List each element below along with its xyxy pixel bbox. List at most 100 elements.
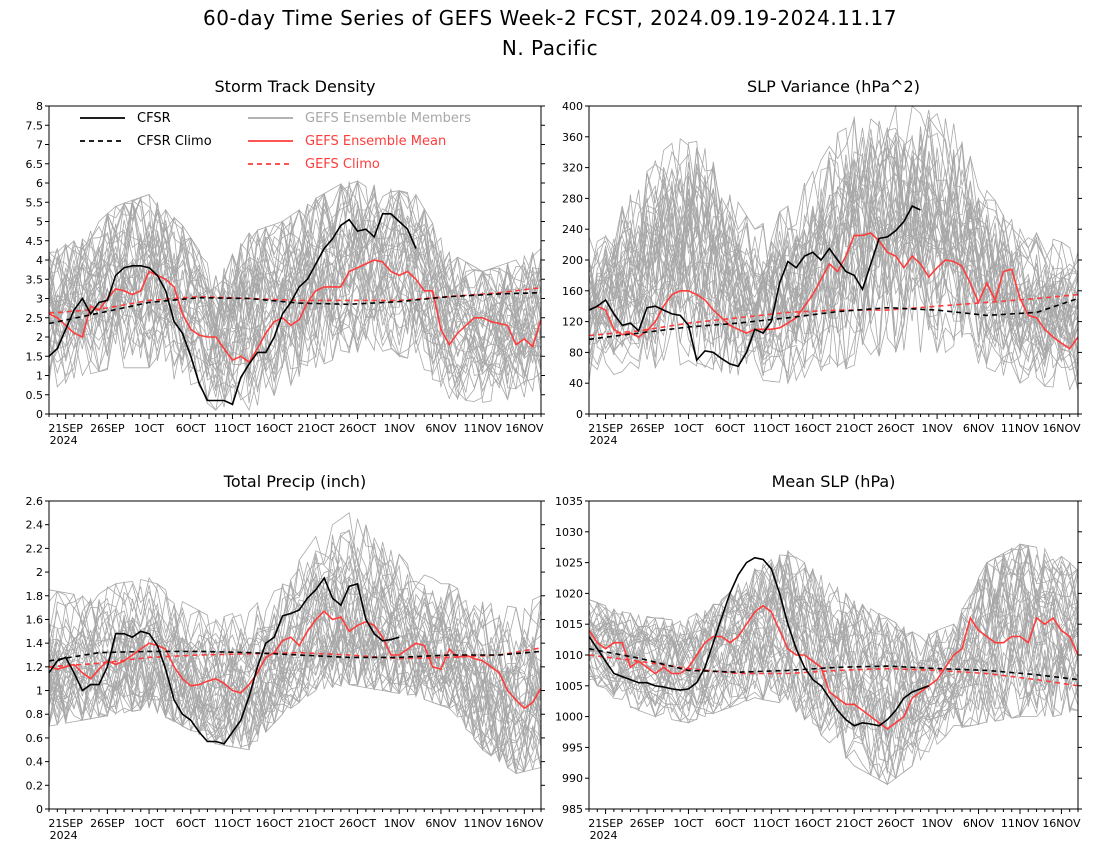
x-tick-label: 26OCT: [339, 422, 376, 435]
y-tick-label: 2.2: [26, 542, 44, 555]
legend-cfsr-climo-label: CFSR Climo: [137, 134, 212, 149]
y-tick-label: 0: [36, 803, 43, 816]
ensemble-member-line: [48, 549, 542, 708]
y-tick-label: 3: [36, 293, 43, 306]
x-year-label: 2024: [50, 434, 78, 447]
ensemble-member-line: [588, 189, 1079, 360]
cfsr-climo-line: [48, 650, 542, 662]
x-tick-label: 1NOV: [384, 817, 416, 830]
y-tick-label: 4.5: [26, 235, 44, 248]
x-tick-label: 1NOV: [921, 422, 953, 435]
ensemble-member-line: [48, 273, 542, 408]
x-tick-label: 1OCT: [673, 422, 703, 435]
y-tick-label: 40: [569, 377, 583, 390]
x-year-label: 2024: [590, 829, 618, 842]
ensemble-member-line: [48, 559, 542, 705]
x-tick-label: 1OCT: [134, 817, 164, 830]
x-tick-label: 16OCT: [794, 817, 831, 830]
panel-1: Storm Track Density 0 0.5 1 1.5 2 2.5 3 3.5 4 4.5 5…: [26, 77, 545, 447]
y-tick-label: 1005: [555, 680, 583, 693]
y-tick-label: 7: [36, 139, 43, 152]
ensemble-member-line: [48, 250, 542, 393]
y-tick-label: 240: [562, 223, 583, 236]
x-tick-label: 1NOV: [921, 817, 953, 830]
gefs-mean-line: [48, 610, 542, 710]
x-tick-label: 11OCT: [753, 422, 790, 435]
y-tick-label: 4: [36, 254, 43, 267]
panels: Storm Track Density 0 0.5 1 1.5 2 2.5 3 3.5 4 4.5 5…: [26, 77, 1082, 842]
ensemble-member-line: [48, 627, 542, 772]
panel-title: Storm Track Density: [215, 77, 376, 96]
y-tick-label: 1.5: [26, 350, 44, 363]
x-tick-label: 26SEP: [90, 817, 125, 830]
ensemble-member-line: [588, 614, 1079, 763]
panel-title: Mean SLP (hPa): [772, 472, 896, 491]
x-tick-label: 16NOV: [1042, 817, 1081, 830]
x-tick-label: 21SEP: [588, 422, 623, 435]
panel-title: SLP Variance (hPa^2): [747, 77, 920, 96]
cfsr-climo-line: [588, 297, 1079, 341]
ensemble-member-line: [48, 614, 542, 762]
y-tick-label: 1.6: [26, 613, 44, 626]
y-tick-label: 1.8: [26, 590, 44, 603]
x-tick-label: 1OCT: [134, 422, 164, 435]
x-tick-label: 6NOV: [963, 817, 995, 830]
ensemble-member-line: [48, 578, 542, 718]
ensemble-member-line: [48, 288, 542, 400]
ensemble-member-line: [48, 566, 542, 725]
ensemble-member-line: [588, 238, 1079, 391]
legend-gefs-mean-label: GEFS Ensemble Mean: [305, 134, 446, 149]
ensemble-members: [48, 512, 542, 774]
ensemble-member-line: [48, 587, 542, 726]
y-tick-label: 0.6: [26, 732, 44, 745]
y-tick-label: 1020: [555, 587, 583, 600]
y-tick-label: 995: [562, 741, 583, 754]
y-tick-label: 985: [562, 803, 583, 816]
ensemble-member-line: [48, 632, 542, 774]
ensemble-member-line: [48, 225, 542, 362]
y-tick-label: 0: [576, 408, 583, 421]
x-tick-label: 21OCT: [297, 422, 334, 435]
panel-3: Total Precip (inch) 0 0.2 0.4 0.6 0.8 1 1.2 1.4 1…: [26, 472, 545, 842]
x-tick-label: 21SEP: [48, 422, 83, 435]
x-tick-label: 21OCT: [836, 817, 873, 830]
y-tick-label: 990: [562, 772, 583, 785]
plot-frame: [48, 500, 542, 810]
ensemble-member-line: [588, 634, 1079, 762]
ensemble-member-line: [48, 540, 542, 679]
ensemble-members: [588, 105, 1079, 391]
x-tick-label: 11NOV: [464, 422, 503, 435]
y-tick-label: 8: [36, 100, 43, 113]
legend-cfsr-label: CFSR: [137, 111, 171, 126]
y-tick-label: 0.2: [26, 779, 44, 792]
x-tick-label: 26OCT: [339, 817, 376, 830]
ensemble-member-line: [588, 627, 1079, 739]
x-tick-label: 21OCT: [836, 422, 873, 435]
ensemble-member-line: [588, 112, 1079, 303]
x-tick-label: 1NOV: [384, 422, 416, 435]
ensemble-members: [588, 543, 1079, 786]
ensemble-member-line: [588, 145, 1079, 344]
x-tick-label: 11OCT: [214, 817, 251, 830]
ensemble-member-line: [588, 656, 1079, 779]
x-tick-label: 16NOV: [505, 817, 544, 830]
x-tick-label: 21SEP: [48, 817, 83, 830]
ensemble-member-line: [588, 151, 1079, 322]
y-tick-label: 120: [562, 316, 583, 329]
y-tick-label: 5.5: [26, 196, 44, 209]
ensemble-member-line: [48, 183, 542, 323]
panel-4: Mean SLP (hPa) 985 990 995 1000 1005 1010 1015 1…: [555, 472, 1082, 842]
x-tick-label: 26SEP: [630, 817, 665, 830]
ensemble-members: [48, 179, 542, 412]
ensemble-member-line: [588, 142, 1079, 341]
x-tick-label: 26OCT: [877, 422, 914, 435]
x-tick-label: 11NOV: [1001, 422, 1040, 435]
y-tick-label: 2: [36, 566, 43, 579]
y-tick-label: 1010: [555, 649, 583, 662]
figure-title: 60-day Time Series of GEFS Week-2 FCST, …: [203, 6, 897, 30]
ensemble-member-line: [588, 124, 1079, 323]
y-tick-label: 6: [36, 177, 43, 190]
x-tick-label: 1OCT: [673, 817, 703, 830]
ensemble-member-line: [48, 529, 542, 688]
ensemble-member-line: [588, 162, 1079, 330]
